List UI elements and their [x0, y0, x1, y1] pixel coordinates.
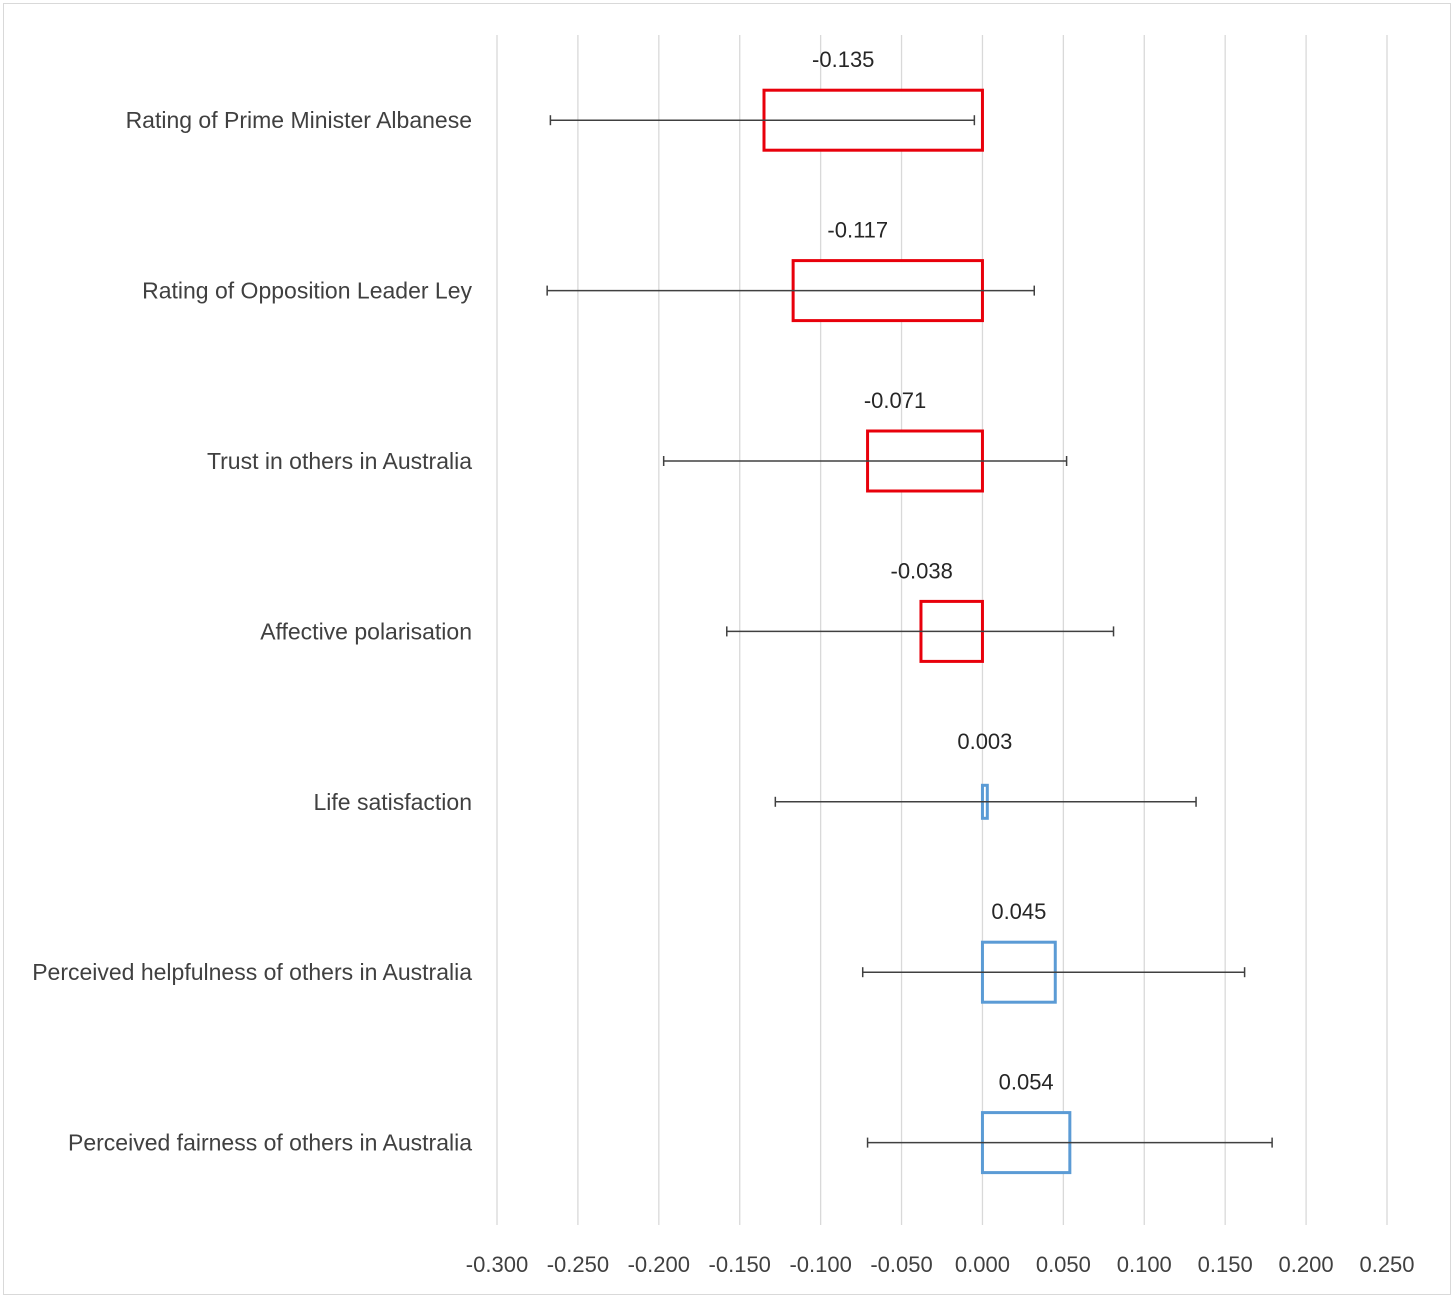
x-tick-label: -0.150 — [709, 1252, 771, 1277]
chart-frame — [3, 3, 1451, 1295]
data-label: -0.135 — [812, 47, 874, 72]
data-label: -0.038 — [891, 558, 953, 583]
x-tick-label: 0.000 — [955, 1252, 1010, 1277]
category-label: Life satisfaction — [313, 789, 472, 815]
x-tick-label: -0.250 — [547, 1252, 609, 1277]
category-label: Perceived helpfulness of others in Austr… — [32, 959, 472, 985]
x-tick-label: -0.050 — [870, 1252, 932, 1277]
category-label: Affective polarisation — [260, 618, 472, 644]
data-label: -0.117 — [827, 218, 888, 243]
x-tick-label: 0.050 — [1036, 1252, 1091, 1277]
x-tick-label: 0.250 — [1359, 1252, 1414, 1277]
x-tick-label: -0.100 — [789, 1252, 851, 1277]
category-label: Trust in others in Australia — [207, 448, 472, 474]
data-label: -0.071 — [864, 388, 926, 413]
data-label: 0.045 — [991, 899, 1046, 924]
category-label: Perceived fairness of others in Australi… — [68, 1130, 472, 1156]
data-label: 0.054 — [999, 1070, 1054, 1095]
x-tick-label: 0.200 — [1279, 1252, 1334, 1277]
category-label: Rating of Opposition Leader Ley — [142, 278, 472, 304]
x-tick-label: -0.200 — [628, 1252, 690, 1277]
x-tick-label: -0.300 — [466, 1252, 528, 1277]
x-tick-label: 0.100 — [1117, 1252, 1172, 1277]
category-label: Rating of Prime Minister Albanese — [126, 107, 472, 133]
data-label: 0.003 — [957, 729, 1012, 754]
x-tick-label: 0.150 — [1198, 1252, 1253, 1277]
